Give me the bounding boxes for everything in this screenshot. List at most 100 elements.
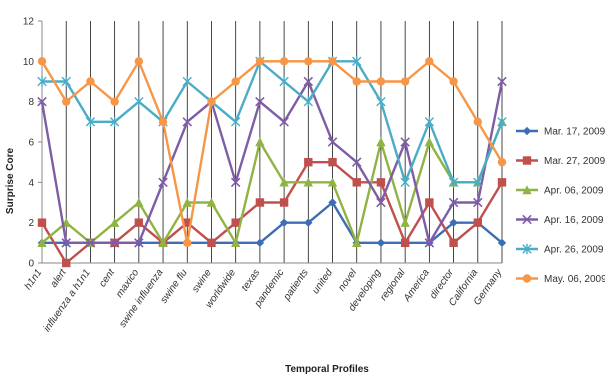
data-point-stroke xyxy=(109,238,120,248)
data-point xyxy=(449,77,458,86)
legend-entry-5: May. 06, 2009 xyxy=(516,274,605,285)
data-point xyxy=(303,177,314,187)
data-point xyxy=(522,214,532,225)
legend-entry-2: Apr. 06, 2009 xyxy=(516,185,604,197)
x-tick-label: united xyxy=(310,267,335,296)
data-point xyxy=(37,238,47,248)
data-point xyxy=(158,117,168,127)
data-point xyxy=(304,157,313,167)
data-point xyxy=(158,177,168,188)
data-point xyxy=(303,96,314,107)
data-point xyxy=(230,177,241,188)
data-point xyxy=(109,217,120,227)
data-point xyxy=(425,57,434,66)
data-point xyxy=(207,238,216,248)
series-line xyxy=(40,160,504,265)
y-tick-label: 0 xyxy=(28,259,34,270)
data-point xyxy=(304,57,313,66)
data-point xyxy=(279,76,289,87)
data-point xyxy=(279,198,289,207)
data-point xyxy=(279,177,289,187)
data-point-stroke xyxy=(473,197,483,208)
data-point-stroke xyxy=(85,238,96,248)
data-point xyxy=(85,116,96,128)
series-1 xyxy=(37,157,507,268)
data-point-stroke xyxy=(424,238,435,248)
data-point-stroke xyxy=(303,76,314,87)
legend: Mar. 17, 2009 Mar. 27, 2009 Apr. 06, 2009 A… xyxy=(516,127,605,285)
axes xyxy=(38,20,502,264)
data-point xyxy=(110,97,119,106)
data-point xyxy=(255,57,265,66)
data-point xyxy=(255,198,265,207)
x-tick-label: swine xyxy=(190,267,214,295)
data-point xyxy=(376,96,386,107)
data-point xyxy=(255,238,265,248)
data-point xyxy=(158,238,168,248)
data-point xyxy=(400,77,410,86)
data-point xyxy=(352,238,362,248)
legend-label: Mar. 27, 2009 xyxy=(544,156,605,167)
x-tick-label: h1n1 xyxy=(23,267,45,292)
data-point xyxy=(522,274,532,283)
data-point xyxy=(134,197,144,207)
legend-label: Apr. 06, 2009 xyxy=(544,186,604,197)
data-point xyxy=(522,185,532,195)
data-point xyxy=(376,238,386,248)
data-point xyxy=(279,57,289,66)
data-point xyxy=(352,77,361,86)
data-point xyxy=(85,238,96,248)
data-point xyxy=(279,117,289,127)
data-point xyxy=(400,217,410,227)
data-point-stroke xyxy=(158,177,168,188)
data-point xyxy=(182,117,193,127)
x-tick-label: cent xyxy=(97,266,118,289)
data-point xyxy=(497,116,507,128)
data-point xyxy=(351,157,362,167)
y-tick-label: 12 xyxy=(23,17,35,28)
data-point xyxy=(134,238,144,248)
legend-label: May. 06, 2009 xyxy=(544,274,605,285)
series-3 xyxy=(37,76,507,248)
data-point xyxy=(134,218,144,227)
data-point xyxy=(522,243,532,255)
data-point-stroke xyxy=(37,96,47,107)
series-lines xyxy=(37,56,507,268)
data-point xyxy=(61,238,71,248)
data-point xyxy=(400,177,410,188)
data-point xyxy=(230,116,241,128)
data-point xyxy=(449,218,458,227)
series-line xyxy=(41,121,504,245)
data-point xyxy=(327,177,338,187)
x-tick-label: influenza a h1n1 xyxy=(42,267,93,333)
y-tick-label: 10 xyxy=(23,57,35,68)
data-point xyxy=(424,116,435,128)
data-point xyxy=(400,137,410,147)
legend-label: Apr. 16, 2009 xyxy=(544,215,604,226)
series-line xyxy=(40,80,504,245)
data-point xyxy=(134,96,144,107)
data-point xyxy=(183,238,192,248)
legend-label: Apr. 26, 2009 xyxy=(544,245,604,256)
data-point xyxy=(497,157,507,167)
legend-entry-4: Apr. 26, 2009 xyxy=(516,243,604,256)
data-point xyxy=(328,157,337,167)
data-point xyxy=(230,238,241,248)
series-0 xyxy=(37,198,507,248)
data-point xyxy=(424,137,435,147)
data-point-stroke xyxy=(448,197,459,208)
legend-entry-3: Apr. 16, 2009 xyxy=(516,214,604,226)
data-point xyxy=(352,178,361,187)
legend-label: Mar. 17, 2009 xyxy=(544,127,605,138)
data-point xyxy=(473,177,483,188)
data-point xyxy=(522,156,532,165)
data-point xyxy=(206,197,217,207)
x-tick-label: patients xyxy=(281,267,311,303)
data-point xyxy=(37,96,47,107)
data-point xyxy=(497,238,507,248)
y-tick-label: 8 xyxy=(28,97,34,108)
data-point xyxy=(303,76,314,87)
